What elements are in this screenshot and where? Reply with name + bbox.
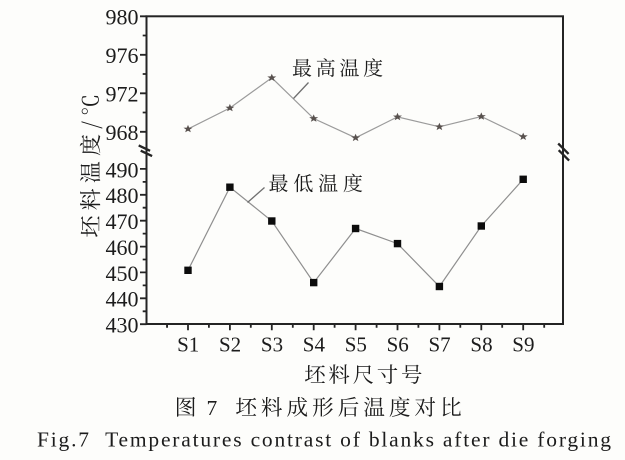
svg-text:470: 470 <box>106 209 139 234</box>
svg-text:440: 440 <box>106 287 139 312</box>
svg-text:S9: S9 <box>512 333 534 357</box>
svg-text:430: 430 <box>106 313 139 338</box>
svg-text:S6: S6 <box>387 333 409 357</box>
svg-text:972: 972 <box>106 82 139 107</box>
svg-text:450: 450 <box>106 261 139 286</box>
svg-text:480: 480 <box>106 183 139 208</box>
svg-text:S3: S3 <box>261 333 283 357</box>
svg-text:460: 460 <box>106 235 139 260</box>
svg-text:7: 7 <box>207 396 218 420</box>
svg-text:980: 980 <box>106 5 139 30</box>
svg-text:968: 968 <box>106 120 139 145</box>
svg-text:S2: S2 <box>219 333 241 357</box>
svg-text:S8: S8 <box>470 333 492 357</box>
svg-text:976: 976 <box>106 43 139 68</box>
svg-text:S5: S5 <box>345 333 367 357</box>
svg-text:S4: S4 <box>303 333 326 357</box>
svg-text:490: 490 <box>106 157 139 182</box>
svg-text:S1: S1 <box>177 333 199 357</box>
svg-text:S7: S7 <box>429 333 451 357</box>
